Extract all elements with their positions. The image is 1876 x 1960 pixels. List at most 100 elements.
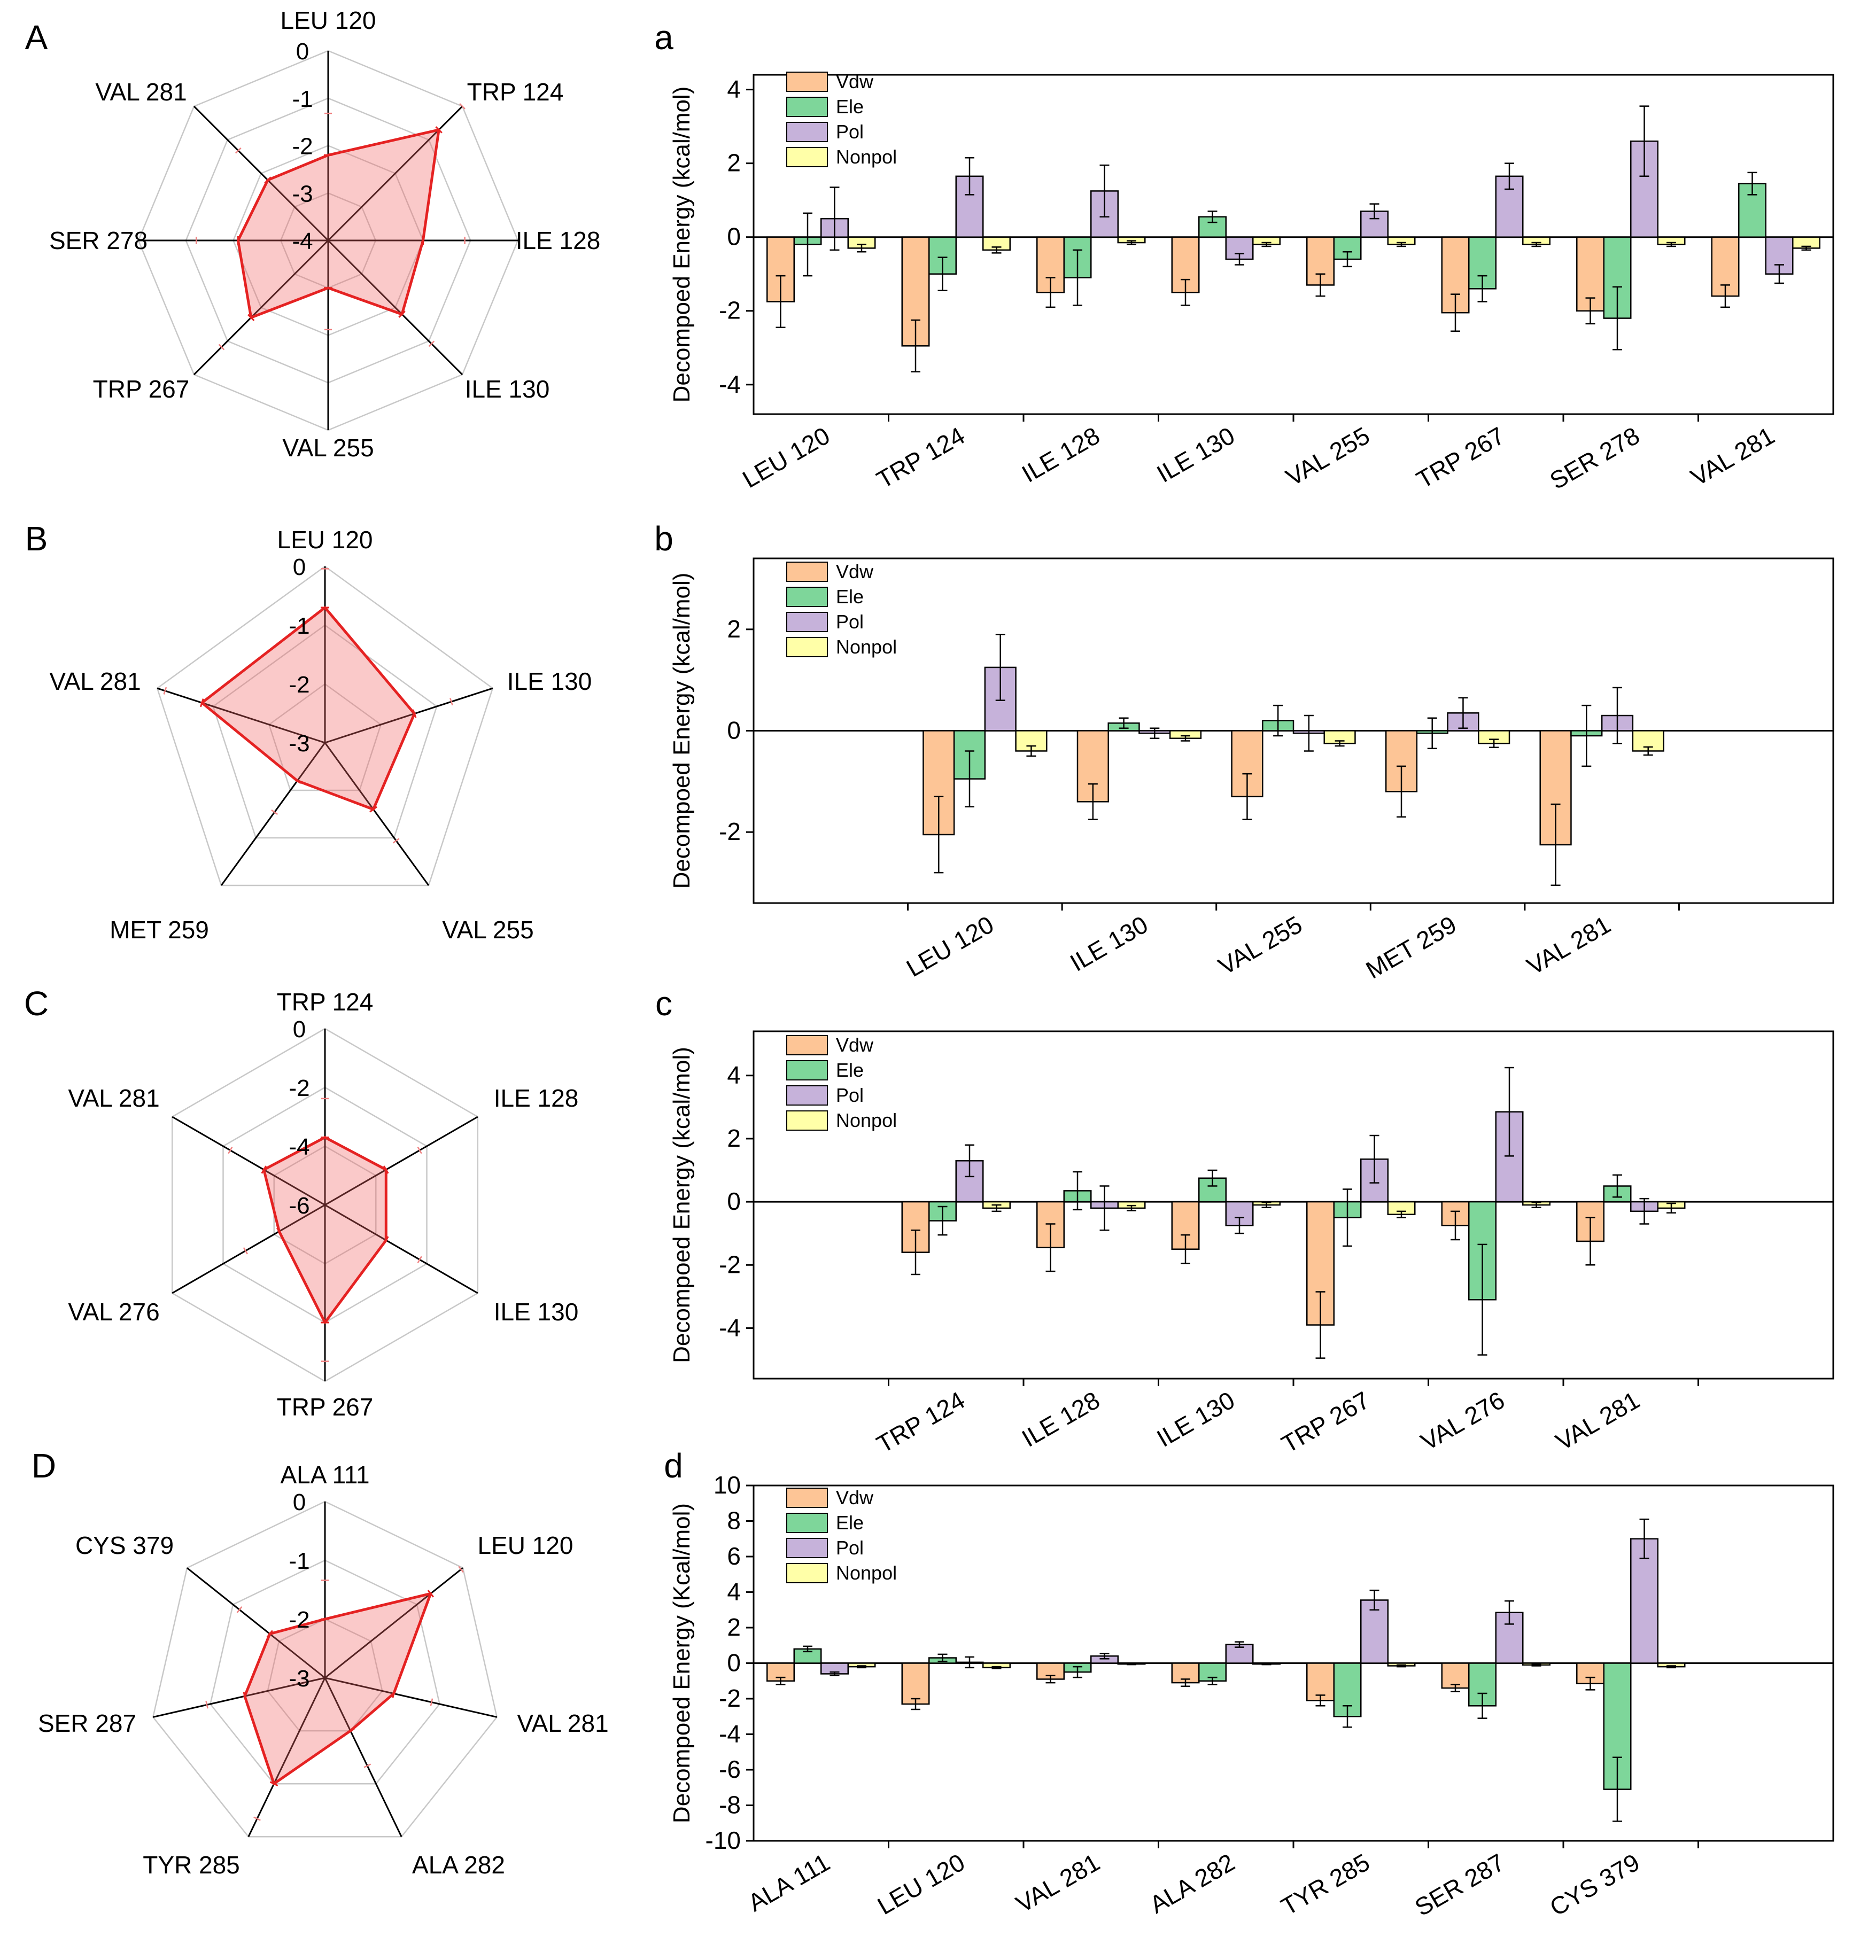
legend-label-pol: Pol xyxy=(836,611,864,633)
radar-tick-label: 0 xyxy=(293,554,306,580)
radar-axis-label: ILE 130 xyxy=(494,1298,579,1326)
x-category-label: TRP 124 xyxy=(872,1386,969,1458)
y-tick-label: 0 xyxy=(727,717,741,744)
legend-swatch-vdw xyxy=(786,562,828,582)
legend-label-nonpol: Nonpol xyxy=(836,636,897,658)
y-tick-label: 2 xyxy=(727,615,741,643)
radar-point-marker xyxy=(266,1630,273,1638)
legend-swatch-ele xyxy=(786,587,828,607)
radar-tick-label: -1 xyxy=(289,613,309,639)
panel-letter-c: c xyxy=(655,984,672,1023)
radar-point-marker xyxy=(383,1236,389,1245)
radar-spoke xyxy=(324,687,493,744)
radar-spoke xyxy=(327,239,463,376)
x-category-label: ILE 128 xyxy=(1017,1386,1104,1452)
y-tick-label: 0 xyxy=(727,223,741,251)
radar-spoke xyxy=(193,239,329,376)
radar-axis-label: SER 278 xyxy=(49,227,148,254)
y-tick-label: 0 xyxy=(727,1187,741,1215)
radar-tick-label: -2 xyxy=(289,672,309,698)
y-tick-label: 8 xyxy=(727,1507,741,1535)
x-category-label: VAL 255 xyxy=(1281,422,1374,492)
legend-label-nonpol: Nonpol xyxy=(836,1562,897,1584)
y-tick-label: 4 xyxy=(727,1061,741,1089)
legend-label-ele: Ele xyxy=(836,1059,864,1081)
bar-pol-cys-379 xyxy=(1630,1538,1658,1664)
bar-chart-d: d -10 -8 -6 -4 -2 0 2 4 6 8 10 Decompoed Energy (Kca… xyxy=(664,1446,1834,1922)
legend-swatch-nonpol xyxy=(786,1563,828,1583)
radar-error-tick xyxy=(363,1763,371,1768)
radar-spoke xyxy=(324,1567,463,1679)
y-tick-label: -8 xyxy=(719,1791,741,1819)
radar-point-marker xyxy=(247,314,255,322)
radar-grid-ring xyxy=(267,1618,383,1732)
radar-tick-label: -3 xyxy=(292,181,313,207)
bar-chart-b: b -2 0 2 Decompoed Energy (kcal/mol) LEU 120 I… xyxy=(654,519,1834,984)
legend-label-vdw: Vdw xyxy=(836,1034,874,1056)
radar-tick-label: -2 xyxy=(289,1075,309,1101)
x-category-label: VAL 281 xyxy=(1011,1848,1104,1918)
x-category-label: ILE 130 xyxy=(1065,911,1152,977)
radar-point-marker xyxy=(293,777,301,784)
radar-axis-label: ALA 282 xyxy=(412,1851,505,1879)
bar-pol-val-255 xyxy=(1360,211,1389,238)
radar-error-tick xyxy=(228,1147,233,1154)
radar-point-marker xyxy=(427,1590,434,1598)
radar-point-marker xyxy=(199,698,204,707)
radar-spoke xyxy=(327,105,463,242)
radar-error-tick xyxy=(218,344,225,351)
x-category-label: VAL 281 xyxy=(1551,1386,1644,1456)
radar-tick-label: -1 xyxy=(292,86,313,112)
radar-axis-label: TRP 124 xyxy=(467,78,564,106)
x-category-label: SER 278 xyxy=(1545,422,1644,495)
radar-spoke xyxy=(247,1677,326,1837)
x-category-label: VAL 281 xyxy=(1686,422,1779,492)
radar-error-tick xyxy=(459,103,466,110)
x-category-label: ILE 130 xyxy=(1152,422,1239,488)
radar-tick-label: 0 xyxy=(293,1016,306,1043)
y-tick-label: 4 xyxy=(727,75,741,103)
radar-data-area-D xyxy=(243,1592,432,1785)
y-tick-label: -6 xyxy=(719,1755,741,1783)
legend-swatch-pol xyxy=(786,612,828,632)
radar-spoke xyxy=(324,1204,478,1294)
y-tick-label: -2 xyxy=(719,297,741,324)
radar-chart-A: A -4 -3 -2 -1 0 LEU 120 TRP 124 ILE 128 ILE 130 VA… xyxy=(25,6,601,462)
panel-letter-b: b xyxy=(654,519,673,558)
legend-label-pol: Pol xyxy=(836,121,864,143)
x-category-label: VAL 276 xyxy=(1416,1386,1509,1456)
y-tick-label: -2 xyxy=(719,1250,741,1278)
radar-axis-label: CYS 379 xyxy=(75,1531,174,1559)
radar-point-marker xyxy=(269,1781,278,1787)
legend-label-nonpol: Nonpol xyxy=(836,1109,897,1131)
radar-spoke xyxy=(324,1677,498,1718)
radar-axis-label: VAL 281 xyxy=(49,667,141,695)
radar-axis-label: LEU 120 xyxy=(280,6,376,34)
bar-chart-a: a -4 -2 0 2 4 Decompoed Energy (kcal/mol) LEU 1… xyxy=(654,18,1834,495)
radar-point-marker xyxy=(276,1227,282,1236)
legend-swatch-pol xyxy=(786,1085,828,1106)
y-axis-label: Decompoed Energy (kcal/mol) xyxy=(669,87,695,403)
panel-letter-d: d xyxy=(664,1446,683,1485)
radar-axis-label: VAL 281 xyxy=(517,1709,608,1737)
radar-spoke xyxy=(187,1567,325,1679)
radar-tick-label: -1 xyxy=(289,1548,309,1574)
radar-spoke xyxy=(152,1677,325,1718)
legend-swatch-ele xyxy=(786,97,828,117)
radar-error-tick xyxy=(243,1247,248,1255)
legend-swatch-pol xyxy=(786,1538,828,1558)
y-tick-label: -10 xyxy=(706,1826,741,1854)
radar-tick-label: -4 xyxy=(292,228,313,254)
radar-point-marker xyxy=(369,806,377,813)
radar-error-tick xyxy=(428,340,435,347)
radar-tick-label: 0 xyxy=(296,38,309,65)
legend-label-vdw: Vdw xyxy=(836,71,874,92)
radar-tick-label: -3 xyxy=(289,1666,309,1692)
y-tick-label: -2 xyxy=(719,818,741,845)
x-category-label: VAL 255 xyxy=(1214,911,1307,981)
y-tick-label: 2 xyxy=(727,149,741,177)
radar-point-marker xyxy=(412,709,417,718)
radar-grid-ring xyxy=(152,1500,498,1838)
